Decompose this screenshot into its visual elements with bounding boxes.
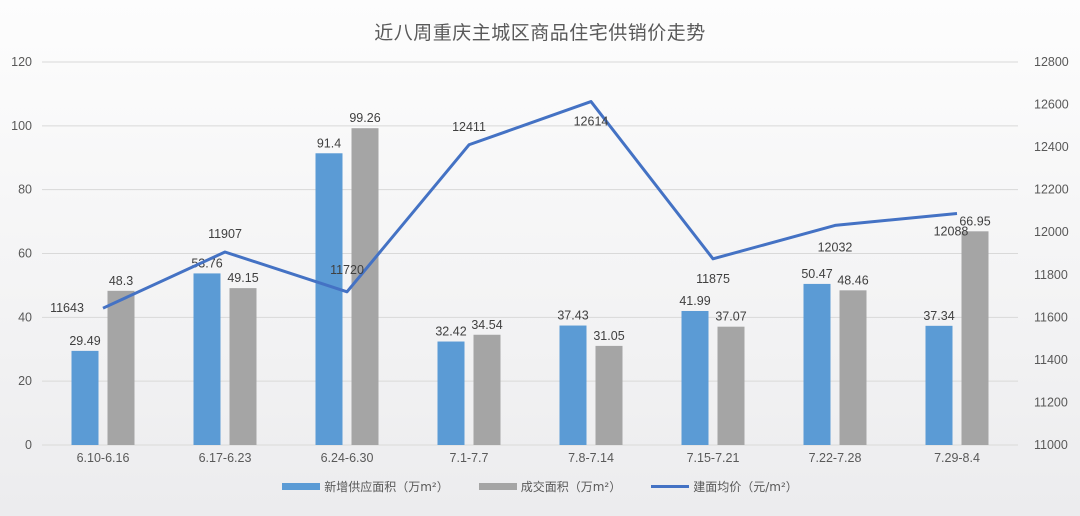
sales-value-label: 66.95 [959, 214, 990, 228]
sales-bar [229, 288, 257, 445]
sales-value-label: 34.54 [471, 318, 502, 332]
x-axis-label: 6.10-6.16 [77, 451, 130, 465]
supply-bar [71, 350, 99, 445]
x-axis-label: 6.24-6.30 [321, 451, 374, 465]
sales-value-label: 48.3 [109, 274, 133, 288]
right-axis-tick: 11400 [1034, 353, 1068, 367]
price-value-label: 12411 [452, 120, 486, 134]
legend-item-sales: 成交面积（万m²） [478, 478, 622, 495]
right-axis-tick: 12000 [1034, 225, 1069, 239]
supply-bar [193, 273, 221, 445]
right-axis-tick: 11600 [1034, 310, 1068, 324]
legend-item-supply: 新增供应面积（万m²） [282, 478, 449, 495]
legend-label-sales: 成交面积（万m²） [520, 480, 622, 494]
supply-value-label: 32.42 [435, 325, 466, 339]
supply-bar [559, 325, 587, 445]
price-value-label: 12088 [934, 224, 969, 238]
supply-bar [681, 310, 709, 445]
sales-bar [595, 345, 623, 445]
left-axis-tick: 20 [18, 374, 32, 388]
sales-value-label: 37.07 [715, 310, 746, 324]
left-axis-tick: 120 [11, 55, 32, 69]
left-axis-tick: 60 [18, 247, 32, 261]
sales-value-label: 31.05 [593, 329, 624, 343]
x-axis-label: 7.1-7.7 [450, 451, 489, 465]
sales-bar [473, 334, 501, 445]
price-value-label: 11875 [696, 272, 730, 286]
right-axis-tick: 11200 [1034, 395, 1068, 409]
right-axis-tick: 11800 [1034, 268, 1068, 282]
sales-value-label: 49.15 [227, 271, 258, 285]
legend-item-price: 建面均价（元/m²） [651, 478, 798, 495]
left-axis-tick: 40 [18, 310, 32, 324]
left-axis-tick: 80 [18, 183, 32, 197]
legend-label-supply: 新增供应面积（万m²） [324, 480, 449, 494]
supply-value-label: 50.47 [801, 267, 832, 281]
right-axis-tick: 12400 [1034, 140, 1069, 154]
supply-value-label: 91.4 [317, 136, 341, 150]
x-axis-label: 7.8-7.14 [568, 451, 614, 465]
supply-value-label: 53.76 [191, 256, 222, 270]
x-axis-label: 7.22-7.28 [809, 451, 862, 465]
price-swatch-icon [651, 485, 690, 488]
left-axis-tick: 0 [25, 438, 32, 452]
sales-bar [961, 231, 989, 445]
chart-title: 近八周重庆主城区商品住宅供销价走势 [374, 22, 706, 44]
right-axis-tick: 12800 [1034, 55, 1069, 69]
chart-legend: 新增供应面积（万m²） 成交面积（万m²） 建面均价（元/m²） [0, 478, 1080, 495]
price-value-label: 11643 [50, 301, 84, 315]
supply-value-label: 37.43 [557, 309, 588, 323]
right-axis-tick: 11000 [1034, 438, 1068, 452]
sales-bar [351, 128, 379, 445]
supply-bar [925, 325, 953, 445]
right-axis-tick: 12600 [1034, 98, 1069, 112]
right-axis-tick: 12200 [1034, 183, 1069, 197]
price-line [102, 100, 958, 310]
supply-bar [803, 283, 831, 445]
supply-bar [315, 153, 343, 445]
sales-bar [717, 326, 745, 445]
sales-value-label: 99.26 [349, 111, 380, 125]
price-value-label: 12032 [818, 240, 853, 254]
price-value-label: 12614 [574, 115, 609, 129]
price-value-label: 11907 [208, 227, 242, 241]
x-axis-label: 6.17-6.23 [199, 451, 252, 465]
x-axis-label: 7.15-7.21 [687, 451, 740, 465]
supply-value-label: 41.99 [679, 294, 710, 308]
sales-bar [107, 290, 135, 445]
supply-swatch-icon [282, 483, 321, 490]
supply-value-label: 37.34 [923, 309, 954, 323]
price-value-label: 11720 [330, 263, 364, 277]
sales-value-label: 48.46 [837, 273, 868, 287]
supply-value-label: 29.49 [69, 334, 100, 348]
sales-swatch-icon [478, 483, 517, 490]
left-axis-tick: 100 [11, 119, 32, 133]
x-axis-label: 7.29-8.4 [934, 451, 980, 465]
supply-bar [437, 341, 465, 445]
sales-bar [839, 290, 867, 445]
legend-label-price: 建面均价（元/m²） [693, 480, 798, 494]
